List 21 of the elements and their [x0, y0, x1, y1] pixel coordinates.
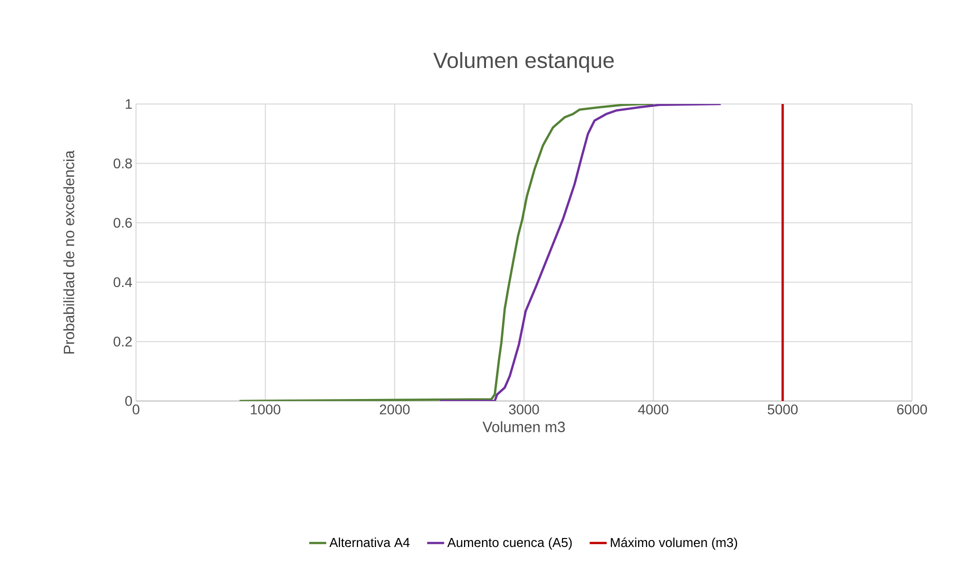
y-tick-label: 0.6 [114, 218, 132, 228]
legend-label: Alternativa A4 [329, 538, 410, 548]
y-tick-label: 0.2 [114, 336, 132, 347]
x-tick-label: 0 [132, 404, 140, 414]
line-series [238, 104, 654, 401]
y-axis-title: Probabilidad de no excedencia [63, 150, 74, 354]
x-tick-label: 4000 [638, 404, 668, 414]
legend-label: Aumento cuenca (A5) [447, 538, 572, 550]
legend-label: Máximo volumen (m3) [610, 537, 738, 550]
x-tick-label: 3000 [509, 404, 539, 414]
y-tick-label: 1 [126, 99, 132, 109]
x-axis-title: Volumen m3 [482, 421, 565, 432]
chart-title: Volumen estanque [433, 52, 614, 72]
x-tick-label: 5000 [768, 404, 798, 414]
x-tick-label: 2000 [380, 404, 410, 414]
y-tick-label: 0.4 [114, 277, 132, 288]
x-tick-label: 1000 [250, 404, 280, 414]
y-tick-label: 0.8 [114, 158, 132, 168]
line-series [438, 104, 722, 401]
y-tick-label: 0 [125, 396, 132, 406]
x-tick-label: 6000 [897, 404, 927, 414]
